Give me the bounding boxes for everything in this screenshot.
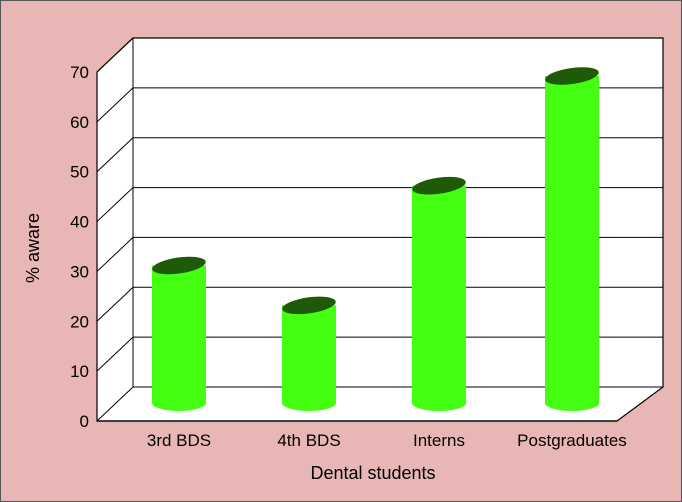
gridline — [96, 187, 663, 222]
x-category-label: Interns — [413, 431, 465, 450]
gridline — [96, 87, 663, 123]
gridline — [96, 336, 663, 372]
y-tick-label: 0 — [80, 412, 89, 431]
bar-body — [545, 76, 599, 411]
gridline — [96, 386, 663, 422]
bars — [152, 67, 599, 411]
bar-body — [412, 185, 466, 411]
bar-top — [152, 256, 206, 275]
bar-4 — [545, 67, 599, 411]
gridline — [96, 137, 663, 173]
bar-top — [412, 176, 466, 195]
y-tick-label: 20 — [70, 312, 89, 331]
y-tick-label: 60 — [70, 113, 89, 132]
y-tick-label: 70 — [70, 63, 89, 82]
y-tick-label: 40 — [70, 213, 89, 232]
y-tick-label: 50 — [70, 163, 89, 182]
gridline — [96, 37, 663, 73]
bar-3 — [412, 176, 466, 411]
gridline — [96, 236, 663, 272]
bar-1 — [152, 256, 206, 411]
bar-top — [282, 296, 336, 315]
y-tick-label: 30 — [70, 262, 89, 281]
bar-body — [152, 265, 206, 411]
y-tick-label: 10 — [70, 362, 89, 381]
y-tick-labels: 0 10 20 30 40 50 60 70 — [70, 63, 89, 431]
x-axis-title: Dental students — [310, 463, 435, 483]
bar-top — [545, 67, 599, 85]
y-axis-title: % aware — [23, 213, 43, 283]
x-category-labels: 3rd BDS 4th BDS Interns Postgraduates — [147, 431, 627, 450]
gridlines — [96, 37, 663, 422]
x-category-label: 3rd BDS — [147, 431, 211, 450]
x-category-label: Postgraduates — [517, 431, 627, 450]
bar-2 — [282, 296, 336, 411]
gridline — [96, 286, 663, 322]
x-category-label: 4th BDS — [277, 431, 340, 450]
bar-body — [282, 305, 336, 411]
